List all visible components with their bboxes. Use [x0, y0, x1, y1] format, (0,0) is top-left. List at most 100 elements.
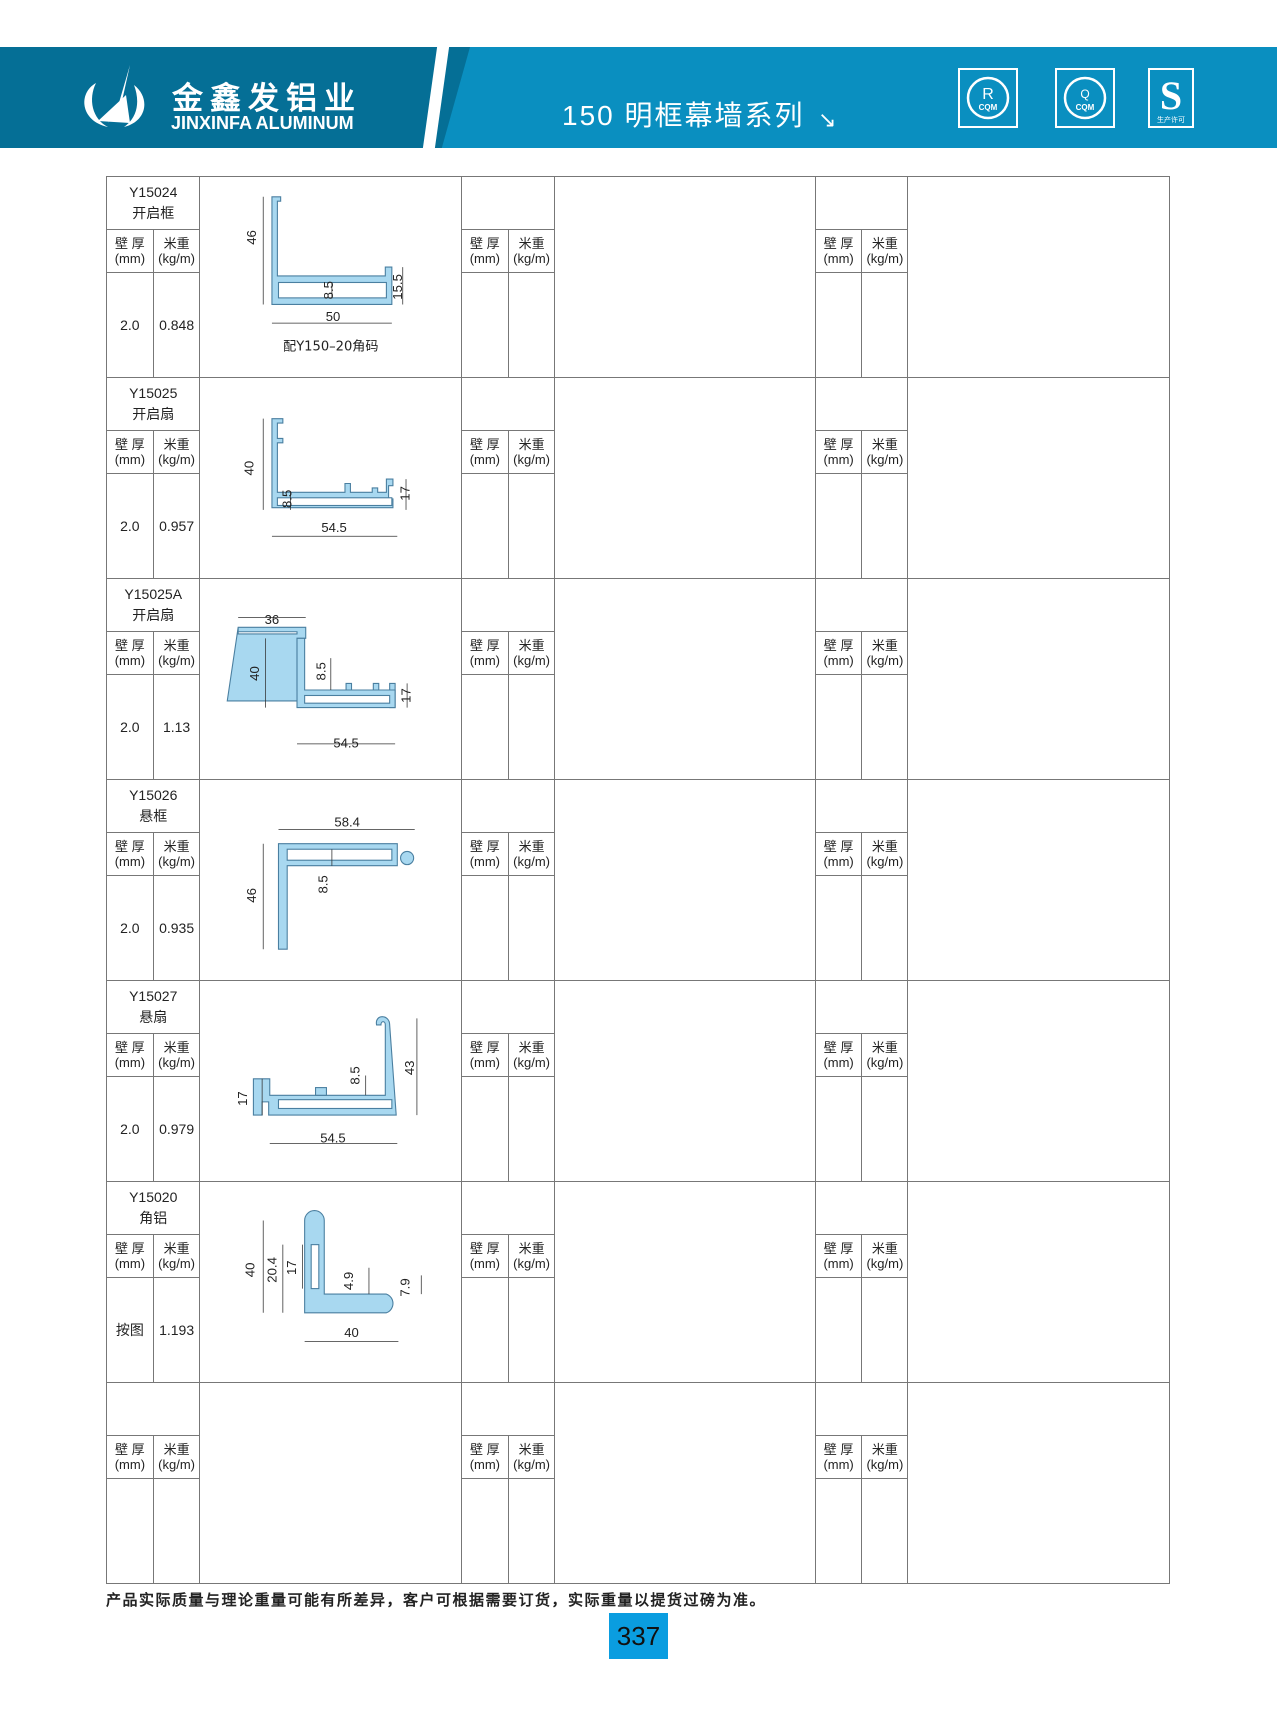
spec-group: 壁 厚 (mm) 米重 (kg/m)	[815, 579, 909, 779]
drawing-cell	[555, 1383, 816, 1583]
profile-shape	[304, 1210, 394, 1314]
wall-thickness-header: 壁 厚 (mm)	[816, 632, 863, 674]
wall-thickness-header: 壁 厚 (mm)	[462, 833, 509, 875]
spec-group: Y15025A 开启扇 壁 厚 (mm) 米重 (kg/m) 2.0 1.13	[107, 579, 201, 779]
product-name: 开启扇	[132, 607, 175, 623]
spec-group: 壁 厚 (mm) 米重 (kg/m)	[815, 1383, 909, 1583]
wall-thickness-header: 壁 厚 (mm)	[462, 230, 509, 272]
weight-header: 米重 (kg/m)	[158, 1241, 196, 1271]
profile-drawing: 46 8.5 15.5 50 配Y150–20角码	[244, 196, 405, 355]
weight-header: 米重 (kg/m)	[158, 1442, 196, 1472]
dimension-label: 7.9	[398, 1278, 413, 1296]
wall-thickness-value: 2.0	[107, 675, 154, 779]
dimension-label: 17	[399, 688, 414, 703]
spec-group: 壁 厚 (mm) 米重 (kg/m)	[461, 1383, 556, 1583]
weight-value: 1.13	[162, 718, 191, 735]
drawing-cell: 46 8.5 15.5 50 配Y150–20角码	[200, 177, 462, 377]
dimension-label: 17	[398, 486, 413, 501]
profile-drawing: 40 20.4 17 4.9 7.9 40	[243, 1210, 423, 1342]
dimension-label: 43	[402, 1060, 417, 1075]
weight-header: 米重 (kg/m)	[866, 437, 904, 467]
profile-drawing: 43 17 8.5 54.5	[236, 1016, 418, 1146]
drawing-cell: 40 20.4 17 4.9 7.9 40	[200, 1182, 462, 1382]
product-name: 悬扇	[139, 1009, 168, 1025]
drawing-cell	[555, 780, 816, 980]
product-name: 开启扇	[132, 406, 175, 422]
dimension-label: 17	[285, 1260, 300, 1275]
dimension-label: 54.5	[321, 1131, 346, 1146]
dimension-label: 8.5	[322, 281, 337, 299]
dimension-label: 54.5	[322, 520, 347, 535]
wall-thickness-header: 壁 厚 (mm)	[107, 1235, 154, 1277]
weight-value: 0.957	[159, 517, 195, 534]
weight-header: 米重 (kg/m)	[158, 236, 196, 266]
weight-value: 1.193	[159, 1321, 195, 1338]
spec-group: Y15026 悬框 壁 厚 (mm) 米重 (kg/m) 2.0 0.935	[107, 780, 201, 980]
dimension-label: 58.4	[335, 814, 360, 829]
qs-production-license-icon: S 生产许可	[1148, 68, 1194, 128]
brand-name-en: JINXINFA ALUMINUM	[171, 113, 354, 133]
wall-thickness-value: 2.0	[107, 273, 154, 377]
dimension-lines	[262, 1018, 418, 1145]
wall-thickness-header: 壁 厚 (mm)	[816, 1436, 863, 1478]
drawing-cell: 58.4 46 8.5	[200, 780, 462, 980]
svg-text:生产许可: 生产许可	[1157, 115, 1185, 124]
company-logo-icon	[84, 65, 145, 127]
disclaimer: 产品实际质量与理论重量可能有所差异，客户可根据需要订货，实际重量以提货过磅为准。	[106, 1592, 767, 1609]
product-code: Y15025A	[124, 586, 183, 602]
drawing-cell: 40 8.5 17 54.5	[200, 378, 462, 578]
weight-header: 米重 (kg/m)	[866, 1442, 904, 1472]
dimension-label: 40	[345, 1325, 360, 1340]
header-banner: 金鑫发铝业 JINXINFA ALUMINUM 150 明框幕墙系列 ↘ R CQ…	[0, 47, 1277, 148]
weight-header: 米重 (kg/m)	[866, 1040, 904, 1070]
wall-thickness-header: 壁 厚 (mm)	[462, 1235, 509, 1277]
wall-thickness-header: 壁 厚 (mm)	[462, 1034, 509, 1076]
dimension-lines	[263, 1220, 423, 1342]
wall-thickness-header: 壁 厚 (mm)	[816, 1235, 863, 1277]
dimension-label: 20.4	[265, 1257, 280, 1283]
weight-value	[154, 1479, 200, 1583]
weight-header: 米重 (kg/m)	[513, 1442, 550, 1472]
wall-thickness-header: 壁 厚 (mm)	[107, 1034, 154, 1076]
dimension-label: 17	[236, 1091, 251, 1106]
wall-thickness-value	[107, 1479, 154, 1583]
dimension-label: 8.5	[280, 490, 295, 508]
weight-header: 米重 (kg/m)	[513, 236, 550, 266]
weight-header: 米重 (kg/m)	[513, 1040, 550, 1070]
weight-header: 米重 (kg/m)	[866, 638, 904, 668]
wall-thickness-value: 2.0	[107, 876, 154, 980]
weight-header: 米重 (kg/m)	[158, 437, 196, 467]
cqm-q-icon: Q CQM	[1055, 68, 1115, 128]
spec-group: 壁 厚 (mm) 米重 (kg/m)	[461, 177, 556, 377]
spec-group: Y15027 悬扇 壁 厚 (mm) 米重 (kg/m) 2.0 0.979	[107, 981, 201, 1181]
dimension-lines	[263, 829, 416, 950]
drawing-cell	[555, 1182, 816, 1382]
drawing-cell	[555, 378, 816, 578]
wall-thickness-value: 按图	[107, 1278, 154, 1382]
profile-drawing: 58.4 46 8.5	[244, 814, 416, 950]
spec-group: Y15025 开启扇 壁 厚 (mm) 米重 (kg/m) 2.0 0.957	[107, 378, 201, 578]
weight-header: 米重 (kg/m)	[866, 1241, 904, 1271]
dimension-label: 46	[244, 230, 259, 245]
profile-shape	[278, 843, 415, 950]
dimension-label: 50	[326, 309, 341, 324]
spec-group: 壁 厚 (mm) 米重 (kg/m)	[107, 1383, 201, 1583]
dimension-label: 54.5	[334, 735, 359, 750]
profile-shape	[227, 626, 397, 709]
dimension-lines	[238, 617, 408, 745]
spec-group: 壁 厚 (mm) 米重 (kg/m)	[815, 981, 909, 1181]
drawing-cell	[908, 1182, 1170, 1382]
profile-shape	[253, 1016, 398, 1116]
wall-thickness-header: 壁 厚 (mm)	[107, 632, 154, 674]
drawing-cell	[200, 1383, 462, 1583]
weight-value: 0.848	[159, 316, 195, 333]
dimension-label: 46	[244, 888, 259, 903]
product-code: Y15020	[129, 1189, 178, 1205]
spec-group: 壁 厚 (mm) 米重 (kg/m)	[815, 177, 909, 377]
drawing-cell	[908, 981, 1170, 1181]
drawing-cell	[908, 378, 1170, 578]
weight-header: 米重 (kg/m)	[513, 839, 550, 869]
dimension-label: 4.9	[341, 1272, 356, 1290]
product-name: 悬框	[139, 808, 168, 824]
product-code: Y15027	[129, 988, 178, 1004]
